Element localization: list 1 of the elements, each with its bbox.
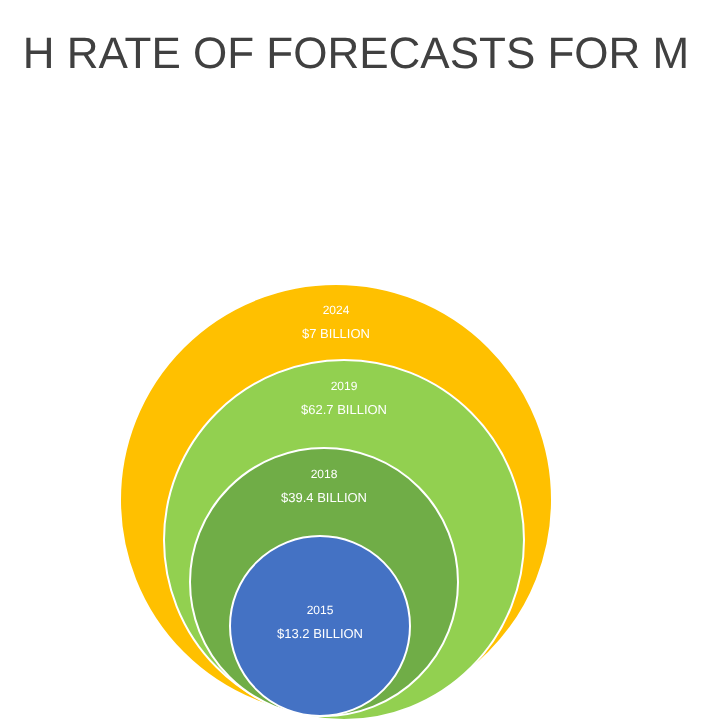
text: H RATE OF FORECASTS FOR M — [22, 28, 690, 78]
